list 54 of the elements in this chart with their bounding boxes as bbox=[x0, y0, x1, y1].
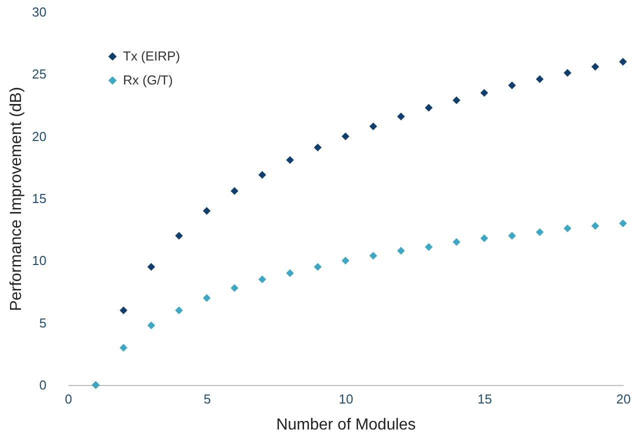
point bbox=[369, 122, 378, 130]
point bbox=[591, 62, 600, 71]
point bbox=[591, 222, 600, 230]
point bbox=[258, 275, 266, 284]
x-tick-label: 20 bbox=[616, 392, 631, 406]
point bbox=[342, 256, 350, 265]
point bbox=[397, 112, 405, 120]
point bbox=[202, 294, 211, 302]
point bbox=[230, 187, 238, 195]
point bbox=[480, 88, 488, 97]
x-tick-label: 15 bbox=[478, 392, 492, 406]
point bbox=[452, 96, 460, 104]
x-tick-label: 0 bbox=[64, 392, 72, 406]
y-tick-label: 10 bbox=[32, 253, 46, 268]
point bbox=[397, 246, 405, 255]
point bbox=[508, 232, 516, 240]
point bbox=[342, 132, 350, 140]
legend-label: Rx (G/T) bbox=[123, 72, 173, 88]
point bbox=[147, 321, 156, 330]
point bbox=[619, 219, 627, 228]
point bbox=[424, 104, 433, 112]
point bbox=[452, 238, 460, 246]
point bbox=[286, 156, 294, 164]
point bbox=[202, 207, 211, 215]
point bbox=[564, 69, 572, 77]
y-axis-title: Performance Improvement (dB) bbox=[8, 86, 26, 312]
x-axis-title: Number of Modules bbox=[276, 416, 416, 434]
point bbox=[480, 234, 488, 242]
point bbox=[314, 263, 322, 271]
x-tick-label: 5 bbox=[204, 392, 211, 406]
point bbox=[314, 144, 322, 152]
point bbox=[424, 243, 433, 251]
point bbox=[120, 344, 128, 352]
point bbox=[564, 224, 572, 232]
y-tick-label: 30 bbox=[32, 4, 46, 20]
y-tick-label: 15 bbox=[32, 191, 46, 206]
point bbox=[175, 232, 183, 240]
y-tick-label: 25 bbox=[32, 66, 46, 82]
point bbox=[147, 263, 156, 271]
legend-label: Tx (EIRP) bbox=[123, 48, 180, 64]
point bbox=[508, 81, 516, 90]
point bbox=[536, 75, 544, 84]
point bbox=[286, 269, 294, 277]
point bbox=[536, 228, 544, 236]
point bbox=[619, 58, 627, 66]
point bbox=[258, 171, 266, 179]
x-tick-label: 10 bbox=[338, 392, 354, 406]
y-tick-label: 5 bbox=[39, 315, 46, 330]
point bbox=[369, 252, 378, 260]
point bbox=[175, 306, 183, 314]
point bbox=[120, 306, 128, 314]
y-tick-label: 20 bbox=[32, 128, 46, 144]
y-tick-label: 0 bbox=[39, 378, 46, 392]
point bbox=[230, 284, 238, 292]
